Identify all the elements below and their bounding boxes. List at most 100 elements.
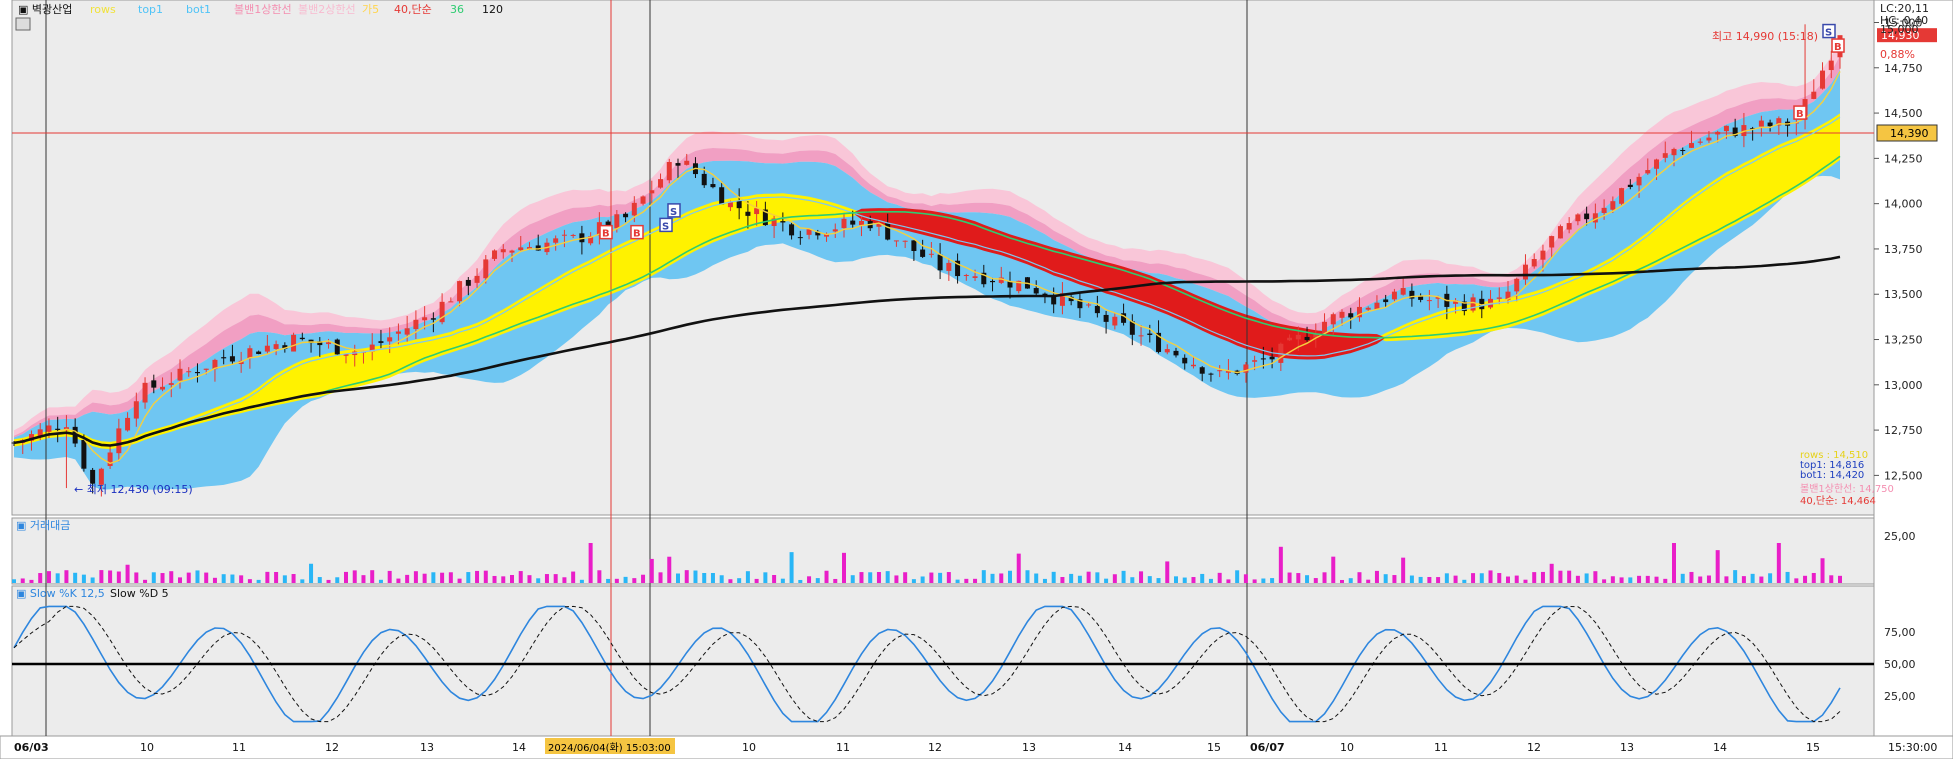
volume-bar	[230, 574, 235, 583]
candle-body	[282, 345, 288, 349]
volume-panel[interactable]	[11, 517, 1875, 585]
candle-body	[483, 259, 489, 279]
volume-bar	[824, 570, 829, 583]
volume-bar	[527, 575, 532, 583]
volume-bar	[667, 556, 672, 583]
legend-entry: bot1	[186, 3, 211, 16]
volume-bar	[1654, 576, 1659, 583]
candle-body	[719, 187, 725, 205]
candle-body	[1522, 264, 1528, 280]
volume-bar	[387, 570, 392, 583]
volume-bar	[955, 579, 960, 583]
volume-bar	[1663, 578, 1668, 583]
volume-bar	[29, 579, 34, 583]
candle-body	[465, 279, 471, 286]
volume-bar	[1060, 576, 1065, 583]
volume-bar	[440, 572, 445, 583]
candle-body	[509, 250, 515, 253]
volume-bar	[1042, 578, 1047, 583]
time-tick-label: 06/03	[14, 741, 49, 754]
volume-bar	[1313, 578, 1318, 583]
volume-bar	[1374, 570, 1379, 583]
volume-bar	[859, 572, 864, 583]
volume-bar	[1514, 575, 1519, 583]
volume-bar	[842, 552, 846, 583]
volume-bar	[178, 577, 182, 583]
volume-bar	[1506, 576, 1510, 583]
candle-body	[824, 233, 830, 237]
volume-bar	[1471, 573, 1476, 583]
volume-bar	[623, 576, 628, 583]
candle-body	[1304, 336, 1310, 341]
volume-bar	[116, 571, 121, 583]
candle-body	[1758, 120, 1764, 127]
candle-body	[640, 196, 646, 204]
candle-body	[623, 213, 629, 218]
candle-body	[1112, 316, 1118, 326]
stochastic-lines	[12, 605, 1874, 723]
volume-bar	[143, 579, 148, 583]
legend-entry: 볼밴1상한선	[234, 3, 292, 16]
volume-bar	[553, 574, 558, 583]
candle-body	[946, 262, 952, 271]
candle-body	[133, 401, 139, 419]
volume-bar	[1401, 557, 1406, 583]
volume-bar	[1453, 575, 1458, 583]
volume-bar	[475, 570, 480, 583]
volume-bar	[1741, 576, 1746, 583]
candle-body	[990, 280, 996, 283]
time-tick-label: 11	[1434, 741, 1448, 754]
time-tick-label: 13	[1620, 741, 1634, 754]
candle-body	[998, 277, 1004, 283]
volume-bar	[772, 575, 777, 583]
volume-bar	[702, 572, 707, 583]
volume-bar	[361, 575, 366, 583]
legend-value: bot1: 14,420	[1800, 470, 1864, 481]
volume-bar	[1165, 561, 1170, 583]
volume-bar	[544, 574, 549, 583]
volume-bar	[1208, 578, 1213, 583]
candle-body	[98, 468, 104, 485]
volume-bar	[780, 578, 785, 583]
candle-body	[1051, 296, 1057, 305]
volume-bar	[833, 578, 838, 583]
volume-bar	[1392, 575, 1397, 583]
volume-bar	[282, 575, 287, 583]
volume-bar	[632, 578, 637, 583]
volume-bar	[1305, 575, 1310, 583]
volume-bar	[920, 576, 925, 583]
time-tick-label: 11	[232, 741, 246, 754]
candle-body	[1645, 170, 1651, 174]
volume-bar	[1549, 563, 1554, 583]
price-tick-label: 13,000	[1884, 379, 1923, 392]
candle-body	[1260, 358, 1266, 360]
candle-body	[745, 211, 751, 216]
volume-bar	[1243, 574, 1248, 583]
volume-bar	[1610, 576, 1615, 583]
volume-bar	[1418, 576, 1423, 583]
volume-bar	[1803, 575, 1808, 583]
stoch-legend-d: Slow %D 5	[110, 587, 169, 600]
top-right-info: LC:20,11	[1880, 2, 1929, 15]
volume-bar	[1497, 573, 1502, 583]
candle-body	[229, 356, 235, 362]
candle-body	[832, 229, 838, 232]
ma-line-120	[13, 255, 1841, 447]
candle-body	[789, 224, 795, 236]
candle-body	[378, 341, 384, 343]
time-axis	[0, 735, 1953, 760]
candle-body	[1470, 297, 1476, 311]
volume-bar	[134, 572, 139, 583]
volume-bar	[1479, 573, 1484, 583]
candle-body	[1252, 360, 1258, 362]
volume-bar	[641, 574, 646, 583]
volume-bar	[1672, 543, 1676, 583]
volume-bar	[1121, 570, 1126, 583]
volume-bar	[300, 579, 305, 583]
legend-entry: 가5	[362, 3, 379, 16]
price-tick-label: 12,500	[1884, 469, 1923, 482]
volume-bar	[737, 578, 742, 583]
candle-body	[588, 236, 594, 244]
volume-bar	[12, 579, 16, 583]
stoch-legend-k: ▣ Slow %K 12,5	[16, 587, 105, 600]
